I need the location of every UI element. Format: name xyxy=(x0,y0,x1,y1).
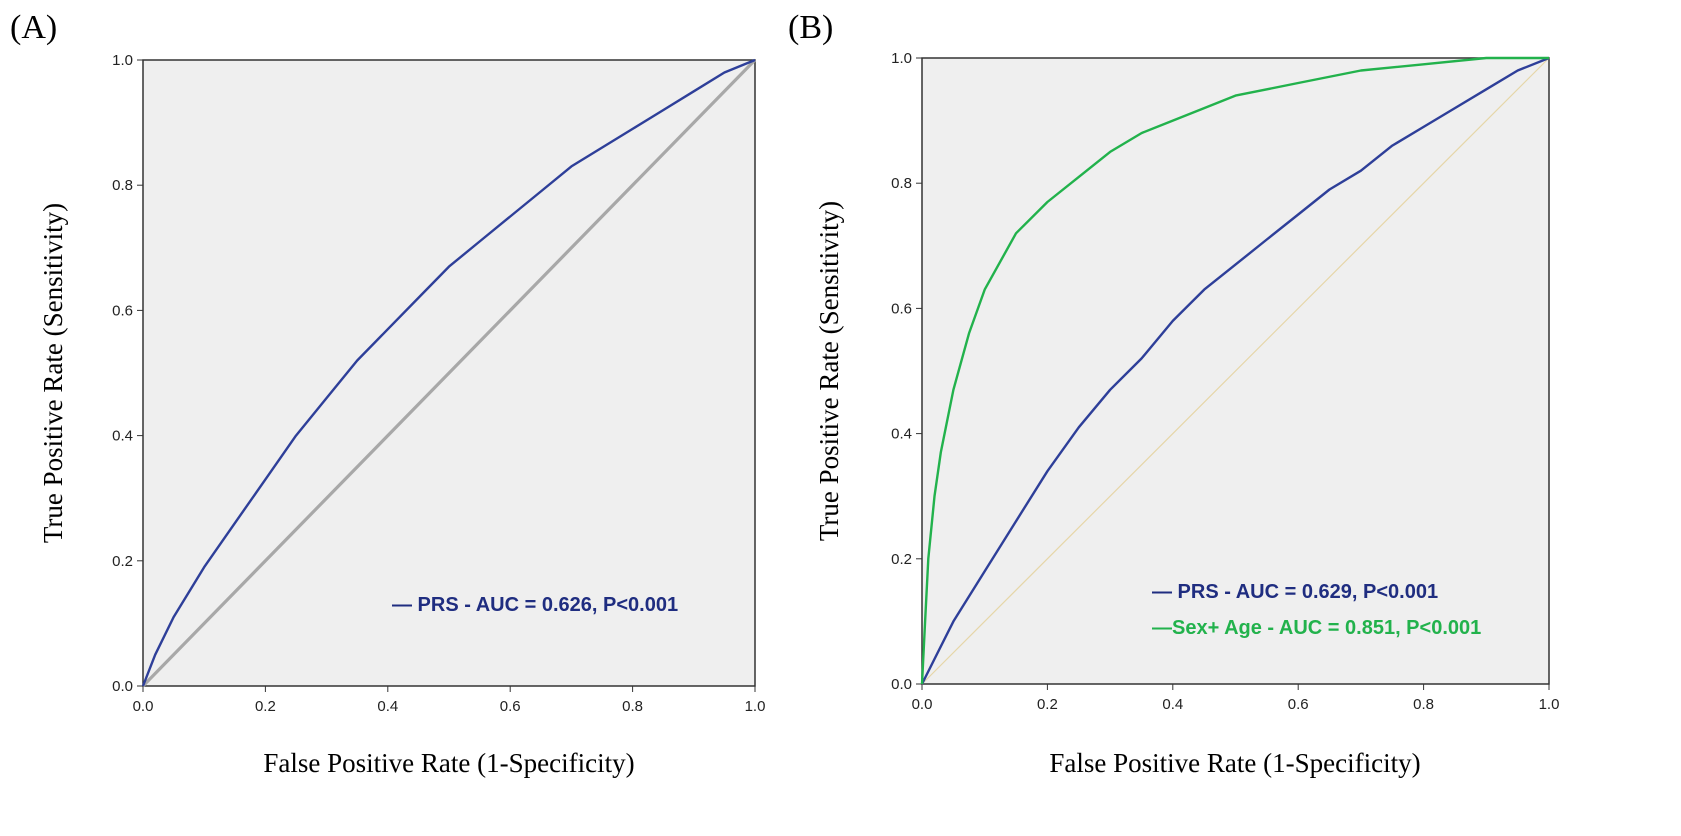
panel-b-y-tick-label: 0.0 xyxy=(891,676,912,693)
panel-b-x-tick-label: 0.4 xyxy=(1162,696,1183,713)
panel-b-x-axis-title: False Positive Rate (1-Specificity) xyxy=(1049,748,1420,778)
panel-a-x-tick-label: 0.8 xyxy=(622,698,643,715)
panel-a-x-tick-label: 0.6 xyxy=(500,698,521,715)
panel-b-ticks: 0.0 0.2 0.4 0.6 0.8 1.0 0.0 0.2 0.4 0.6 0.8 1.0 xyxy=(891,50,1559,713)
panel-b-reference-line xyxy=(921,57,1550,685)
panel-a-reference-line xyxy=(141,58,757,688)
panel-b: (B) 0.0 0.2 0.4 0.6 0.8 1.0 0.0 0.2 0.4 0.6 0.8 1.0… xyxy=(788,9,1559,778)
panel-a-label: (A) xyxy=(10,9,57,46)
panel-b-legend-prs: — PRS - AUC = 0.629, P<0.001 xyxy=(1152,581,1438,603)
panel-a-y-tick-label: 1.0 xyxy=(112,52,133,69)
panel-a-ticks: 0.0 0.2 0.4 0.6 0.8 1.0 0.0 0.2 0.4 0.6 0.8 1.0 xyxy=(112,52,765,715)
panel-a-y-tick-label: 0.0 xyxy=(112,678,133,695)
panel-b-sex-age-curve xyxy=(920,56,1549,685)
panel-b-x-tick-label: 1.0 xyxy=(1539,696,1560,713)
panel-b-x-tick-label: 0.6 xyxy=(1288,696,1309,713)
panel-b-label: (B) xyxy=(788,9,833,46)
panel-a-y-tick-label: 0.8 xyxy=(112,177,133,194)
panel-a-legend-prs: — PRS - AUC = 0.626, P<0.001 xyxy=(392,594,678,616)
panel-b-y-tick-label: 0.8 xyxy=(891,175,912,192)
panel-b-x-tick-label: 0.2 xyxy=(1037,696,1058,713)
panel-b-y-tick-label: 0.4 xyxy=(891,426,912,443)
panel-a: (A) 0.0 0.2 0.4 0.6 0.8 1.0 0.0 0.2 0.4 0.6 0.8 1.0… xyxy=(10,9,765,778)
panel-a-x-tick-label: 0.0 xyxy=(133,698,154,715)
panel-a-x-tick-label: 0.2 xyxy=(255,698,276,715)
panel-a-x-tick-label: 1.0 xyxy=(745,698,766,715)
panel-a-y-tick-label: 0.2 xyxy=(112,553,133,570)
panel-b-prs-curve xyxy=(920,56,1550,685)
panel-b-y-tick-label: 0.2 xyxy=(891,551,912,568)
panel-b-legend-sex-age: —Sex+ Age - AUC = 0.851, P<0.001 xyxy=(1152,617,1481,639)
panel-a-y-tick-label: 0.4 xyxy=(112,428,133,445)
panel-a-x-axis-title: False Positive Rate (1-Specificity) xyxy=(263,748,634,778)
panel-b-y-axis-title: True Positive Rate (Sensitivity) xyxy=(814,201,844,541)
panel-a-x-tick-label: 0.4 xyxy=(377,698,398,715)
panel-b-y-tick-label: 0.6 xyxy=(891,300,912,317)
panel-a-y-tick-label: 0.6 xyxy=(112,302,133,319)
panel-b-x-tick-label: 0.8 xyxy=(1413,696,1434,713)
panel-b-x-tick-label: 0.0 xyxy=(912,696,933,713)
panel-a-prs-curve xyxy=(141,58,756,687)
panel-b-y-tick-label: 1.0 xyxy=(891,50,912,67)
panel-a-y-axis-title: True Positive Rate (Sensitivity) xyxy=(38,203,68,543)
